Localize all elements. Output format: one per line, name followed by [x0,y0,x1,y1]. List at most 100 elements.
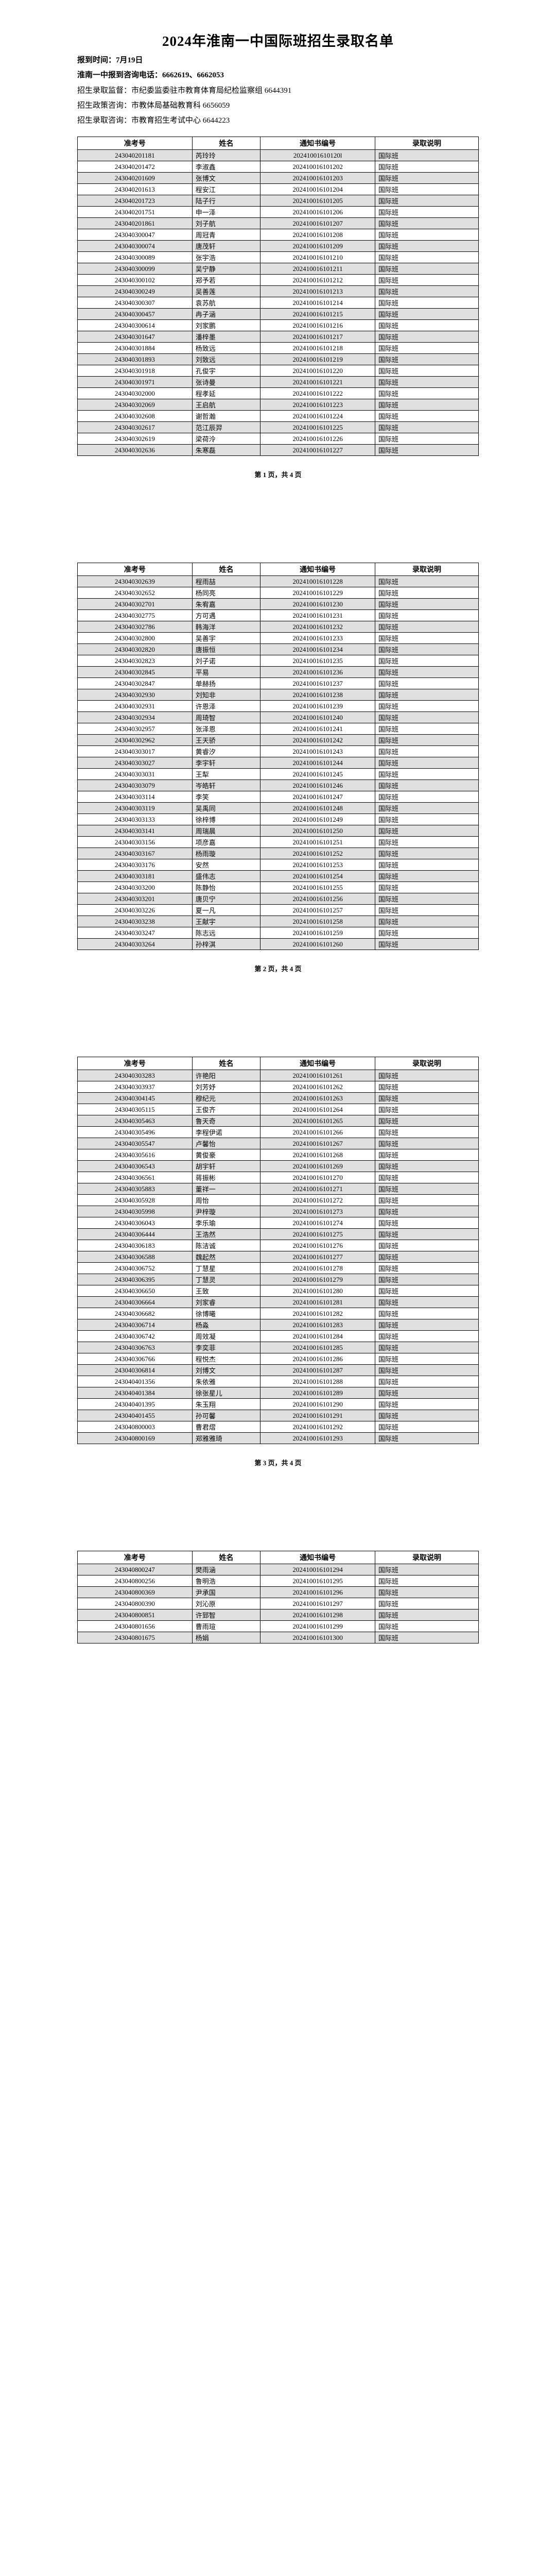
cell-note: 国际班 [374,882,479,894]
table-row: 243040305496 李程伊诺 202410016101266 国际班 [77,1126,479,1139]
table-row: 243040300099 吴宁静 202410016101211 国际班 [77,263,479,275]
cell-note: 国际班 [374,1342,479,1354]
table-row: 243040300047 周冠青 202410016101208 国际班 [77,229,479,241]
cell-notice: 202410016101212 [260,274,375,286]
cell-id: 243040301647 [77,331,193,343]
cell-notice: 202410016101226 [260,433,375,445]
cell-name: 杨致远 [192,342,261,354]
cell-notice: 202410016101266 [260,1126,375,1139]
cell-notice: 202410016101271 [260,1183,375,1195]
cell-notice: 202410016101264 [260,1104,375,1116]
cell-id: 243040306043 [77,1217,193,1229]
cell-notice: 202410016101292 [260,1421,375,1433]
cell-id: 243040302820 [77,643,193,656]
cell-notice: 202410016101262 [260,1081,375,1093]
table-header-row: 准考号 姓名 通知书编号 录取说明 [77,563,479,577]
cell-name: 周效凝 [192,1330,261,1343]
cell-name: 杨同亮 [192,587,261,599]
cell-notice: 202410016101233 [260,632,375,645]
cell-name: 尹梓璇 [192,1206,261,1218]
cell-name: 程悦杰 [192,1353,261,1365]
table-row: 243040302069 王启航 202410016101223 国际班 [77,399,479,411]
cell-id: 243040303283 [77,1070,193,1082]
meta-line-4: 招生政策咨询：市教体局基础教育科 6656059 [77,101,230,110]
cell-notice: 202410016101298 [260,1609,375,1621]
cell-notice: 202410016101249 [260,814,375,826]
cell-note: 国际班 [374,575,479,588]
table-row: 243040302800 吴善宇 202410016101233 国际班 [77,632,479,645]
table-row: 243040303937 刘芳妤 202410016101262 国际班 [77,1081,479,1093]
cell-id: 243040301893 [77,353,193,366]
cell-name: 陈志远 [192,927,261,939]
cell-name: 陆子行 [192,195,261,207]
table-row: 243040300102 郑予若 202410016101212 国际班 [77,274,479,286]
cell-notice: 202410016101240 [260,711,375,724]
cell-name: 唐贝宁 [192,893,261,905]
cell-id: 243040302957 [77,723,193,735]
cell-id: 243040303167 [77,848,193,860]
page-top-spacer [77,534,479,557]
cell-name: 安然 [192,859,261,871]
cell-note: 国际班 [374,206,479,218]
cell-name: 朱玉翔 [192,1398,261,1411]
table-row: 243040303027 李宇轩 202410016101244 国际班 [77,757,479,769]
cell-id: 243040303141 [77,825,193,837]
cell-name: 朱寒磊 [192,444,261,456]
cell-id: 243040302652 [77,587,193,599]
table-row: 243040801675 杨娟 202410016101300 国际班 [77,1632,479,1644]
cell-name: 王俊齐 [192,1104,261,1116]
column-header-2: 姓名 [192,1551,261,1565]
cell-note: 国际班 [374,1194,479,1207]
cell-id: 243040306763 [77,1342,193,1354]
page-title: 2024年淮南一中国际班招生录取名单 [162,33,394,49]
cell-id: 243040300307 [77,297,193,309]
cell-note: 国际班 [374,297,479,309]
cell-note: 国际班 [374,700,479,713]
cell-name: 徐梓博 [192,814,261,826]
cell-id: 243040303119 [77,802,193,815]
cell-notice: 202410016101252 [260,848,375,860]
cell-name: 申一泽 [192,206,261,218]
column-header-1: 准考号 [77,1057,193,1071]
cell-notice: 202410016101222 [260,387,375,400]
cell-name: 王犁 [192,768,261,781]
cell-notice: 202410016101261 [260,1070,375,1082]
cell-name: 尹承国 [192,1586,261,1599]
cell-id: 243040303176 [77,859,193,871]
cell-notice: 202410016101273 [260,1206,375,1218]
cell-note: 国际班 [374,410,479,422]
cell-id: 243040401356 [77,1376,193,1388]
cell-note: 国际班 [374,1376,479,1388]
page-break-spacer [77,978,479,1028]
cell-name: 丁慧星 [192,1262,261,1275]
table-row: 243040401356 朱依雅 202410016101288 国际班 [77,1376,479,1388]
cell-name: 朱依雅 [192,1376,261,1388]
cell-notice: 202410016101229 [260,587,375,599]
table-row: 243040302775 方可遇 202410016101231 国际班 [77,609,479,622]
cell-notice: 202410016101203 [260,172,375,184]
cell-note: 国际班 [374,836,479,849]
table-row: 243040800003 曹君熠 202410016101292 国际班 [77,1421,479,1433]
cell-id: 243040201861 [77,217,193,230]
cell-note: 国际班 [374,342,479,354]
cell-notice: 202410016101235 [260,655,375,667]
cell-note: 国际班 [374,1126,479,1139]
table-row: 243040306682 徐博曦 202410016101282 国际班 [77,1308,479,1320]
cell-name: 程孝延 [192,387,261,400]
cell-notice: 202410016101263 [260,1092,375,1105]
cell-name: 刘家睿 [192,1296,261,1309]
cell-note: 国际班 [374,353,479,366]
cell-name: 穆纪元 [192,1092,261,1105]
cell-note: 国际班 [374,1183,479,1195]
table-row: 243040306650 王致 202410016101280 国际班 [77,1285,479,1297]
column-header-3: 通知书编号 [260,1551,375,1565]
cell-notice: 202410016101239 [260,700,375,713]
table-row: 243040300457 冉子涵 202410016101215 国际班 [77,308,479,320]
table-row: 243040302847 单赫扬 202410016101237 国际班 [77,677,479,690]
cell-notice: 202410016101265 [260,1115,375,1127]
cell-notice: 202410016101251 [260,836,375,849]
cell-id: 243040303247 [77,927,193,939]
cell-name: 许郅智 [192,1609,261,1621]
table-row: 243040302957 张泽恩 202410016101241 国际班 [77,723,479,735]
cell-name: 李淑鑫 [192,161,261,173]
